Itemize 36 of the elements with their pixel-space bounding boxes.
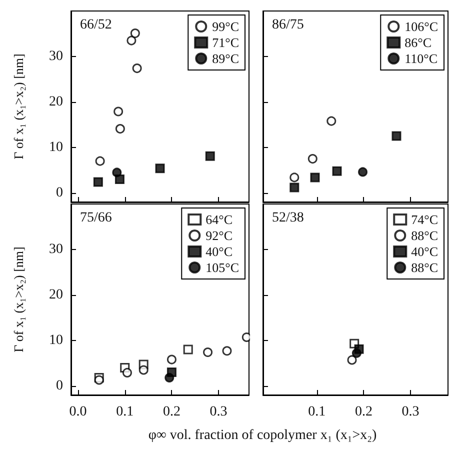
- y-axis-title: Γ of x₁ (x₁>x₂) [nm]: [11, 54, 26, 160]
- legend-label: 64°C: [206, 212, 233, 227]
- legend-label: 110°C: [404, 51, 438, 66]
- y-tick-label: 0: [56, 185, 63, 200]
- x-axis-title: φ∞ vol. fraction of copolymer x₁ (x₁>x₂): [147, 428, 378, 444]
- y-tick-label: 30: [49, 242, 63, 257]
- x-tick-label: 0.3: [402, 404, 420, 420]
- legend-label: 88°C: [411, 260, 438, 275]
- legend-label: 86°C: [404, 35, 432, 50]
- y-tick-label: 30: [49, 48, 63, 64]
- chart-title: 66/52: [80, 18, 112, 32]
- legend-label: 92°C: [206, 228, 233, 243]
- x-tick-label: 0.3: [210, 404, 228, 420]
- y-tick-label: 0: [56, 378, 63, 394]
- legend-label: 71°C: [212, 35, 240, 50]
- x-tick-label: 0.2: [162, 404, 180, 420]
- y-tick-label: 20: [49, 94, 63, 110]
- legend-label: 40°C: [206, 244, 233, 259]
- y-tick-label: 10: [49, 140, 63, 155]
- legend-label: 105°C: [206, 260, 240, 275]
- chart-title: 75/66: [80, 210, 112, 226]
- chart-title: 86/75: [272, 18, 304, 32]
- x-tick-label: 0.0: [69, 404, 87, 420]
- legend-label: 40°C: [411, 244, 438, 259]
- legend-label: 106°C: [404, 19, 438, 34]
- legend-label: 74°C: [411, 212, 438, 227]
- y-axis-title: Γ of x₁ (x₁>x₂) [nm]: [11, 246, 26, 352]
- legend-label: 89°C: [212, 51, 240, 66]
- legend-label: 99°C: [212, 19, 240, 34]
- y-tick-label: 20: [49, 287, 63, 302]
- chart-title: 52/38: [272, 210, 304, 226]
- x-tick-label: 0.2: [354, 404, 372, 420]
- x-tick-label: 0.1: [116, 404, 134, 420]
- y-tick-label: 10: [49, 332, 63, 348]
- legend-label: 88°C: [411, 228, 438, 243]
- x-tick-label: 0.1: [308, 404, 326, 420]
